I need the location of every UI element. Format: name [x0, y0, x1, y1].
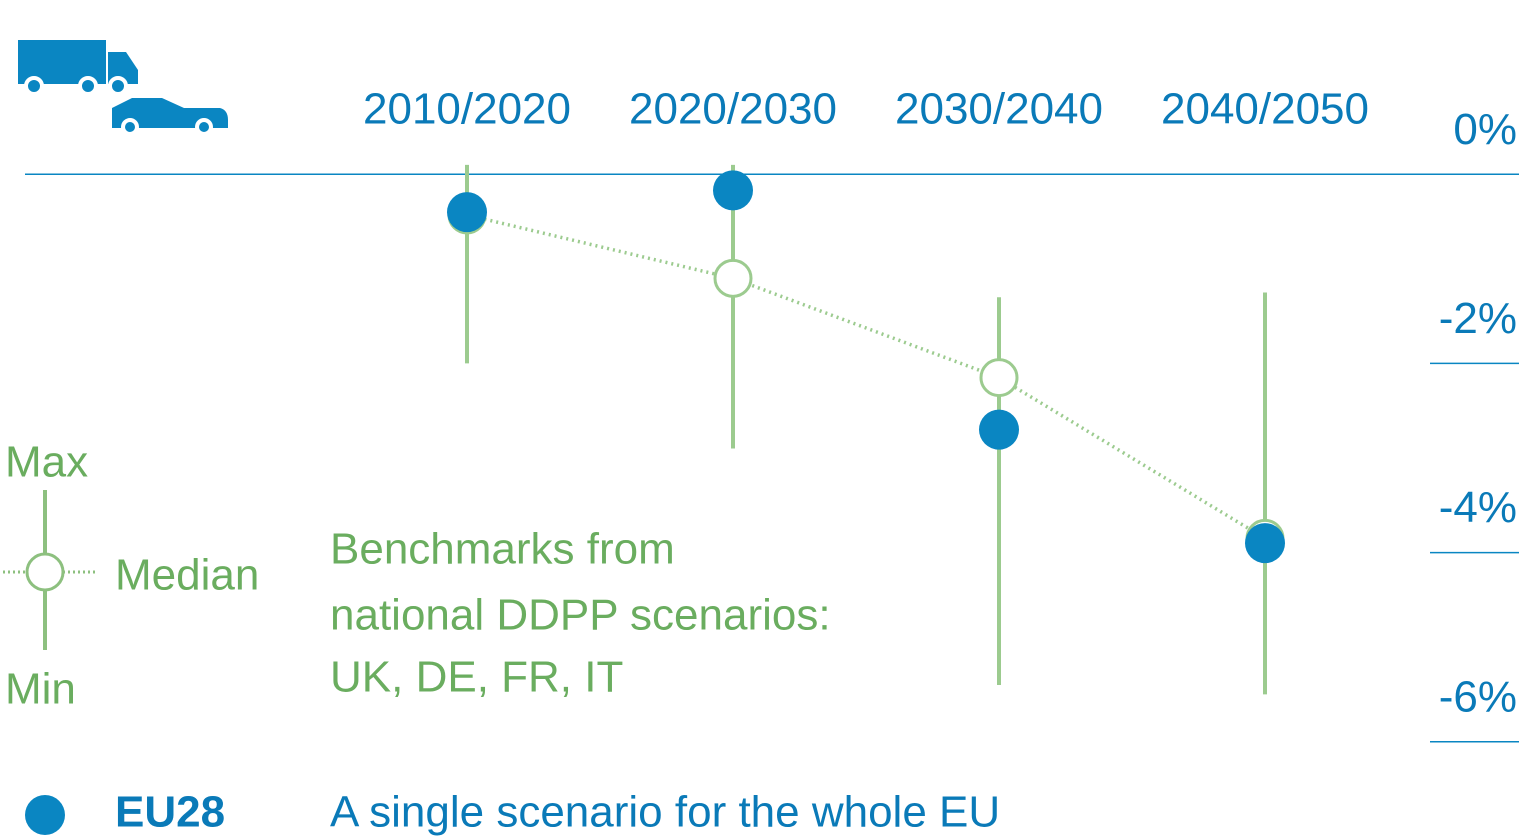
y-tick-label: 0%	[1453, 105, 1517, 154]
y-tick-label: -6%	[1439, 672, 1517, 721]
y-tick-label: -2%	[1439, 294, 1517, 343]
y-tick-label: -4%	[1439, 483, 1517, 532]
eu28-dot	[713, 170, 753, 211]
legend-min: Min	[5, 665, 76, 714]
x-tick-label: 2030/2040	[895, 85, 1103, 134]
legend-median-label: Median	[115, 551, 259, 600]
median-dot	[713, 258, 753, 298]
eu28-note: A single scenario for the whole EU	[330, 788, 1000, 837]
x-tick-label: 2010/2020	[363, 85, 571, 134]
legend-eu28-label: EU28	[115, 788, 225, 837]
legend-eu28	[25, 795, 65, 835]
median-dot	[979, 358, 1019, 398]
legend-max: Max	[5, 438, 88, 487]
x-tick-label: 2020/2030	[629, 85, 837, 134]
eu28-dot	[1245, 523, 1285, 564]
benchmark-note: Benchmarks from	[330, 525, 675, 574]
benchmark-note: UK, DE, FR, IT	[330, 653, 623, 702]
legend-median	[25, 552, 65, 592]
eu28-dot	[979, 409, 1019, 450]
x-tick-label: 2040/2050	[1161, 85, 1369, 134]
benchmark-note: national DDPP scenarios:	[330, 591, 831, 640]
median-line	[466, 213, 1266, 540]
vehicle-icon	[18, 40, 228, 136]
eu28-dot	[447, 192, 487, 233]
